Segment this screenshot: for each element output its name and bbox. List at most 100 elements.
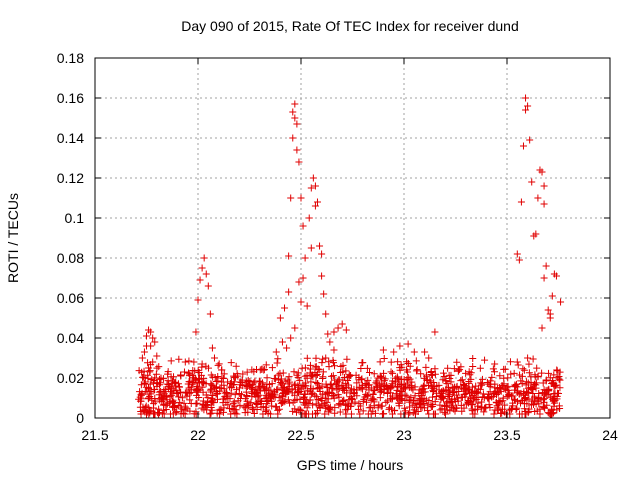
data-point bbox=[160, 392, 168, 400]
data-point bbox=[553, 366, 561, 374]
data-point bbox=[543, 391, 551, 399]
data-point bbox=[347, 371, 355, 379]
data-point bbox=[296, 395, 304, 403]
data-point bbox=[181, 358, 189, 366]
data-point bbox=[195, 394, 203, 402]
y-tick-label: 0.1 bbox=[65, 210, 85, 226]
data-point bbox=[245, 380, 253, 388]
data-point bbox=[517, 399, 524, 407]
data-point bbox=[137, 381, 145, 389]
data-point bbox=[552, 272, 560, 280]
data-point bbox=[251, 389, 259, 397]
data-point bbox=[278, 393, 286, 401]
data-point bbox=[214, 372, 222, 380]
data-point bbox=[393, 386, 401, 394]
data-point bbox=[490, 410, 498, 418]
data-point bbox=[527, 401, 535, 409]
data-point bbox=[447, 371, 455, 379]
data-point bbox=[453, 404, 461, 412]
data-point bbox=[140, 348, 148, 356]
data-point bbox=[177, 371, 185, 379]
data-point bbox=[538, 324, 546, 332]
data-point bbox=[312, 378, 320, 386]
data-point bbox=[422, 363, 430, 371]
data-point bbox=[394, 358, 402, 366]
data-point bbox=[160, 410, 168, 418]
data-point bbox=[169, 377, 177, 385]
data-point bbox=[157, 387, 165, 395]
data-point bbox=[176, 383, 184, 391]
data-point bbox=[361, 380, 369, 388]
data-point bbox=[465, 385, 473, 393]
data-point bbox=[155, 405, 163, 413]
data-point bbox=[510, 369, 518, 377]
data-point bbox=[303, 374, 311, 382]
data-point bbox=[397, 361, 405, 369]
data-point bbox=[376, 388, 384, 396]
data-point bbox=[457, 393, 465, 401]
data-point bbox=[243, 401, 251, 409]
data-point bbox=[208, 344, 216, 352]
data-point bbox=[516, 371, 524, 379]
data-point bbox=[224, 401, 232, 409]
data-point bbox=[186, 407, 194, 415]
data-point bbox=[453, 358, 461, 366]
data-point bbox=[412, 357, 420, 365]
x-axis-label: GPS time / hours bbox=[297, 457, 404, 473]
data-point bbox=[136, 393, 144, 401]
data-point bbox=[471, 406, 479, 414]
data-point bbox=[359, 407, 367, 415]
data-point bbox=[397, 381, 405, 389]
data-point bbox=[274, 355, 282, 363]
data-point bbox=[383, 385, 391, 393]
data-point bbox=[406, 375, 414, 383]
data-point bbox=[436, 406, 444, 414]
data-point bbox=[335, 393, 343, 401]
data-point bbox=[236, 401, 244, 409]
data-point bbox=[338, 320, 346, 328]
data-point bbox=[331, 409, 339, 417]
data-point bbox=[167, 385, 175, 393]
data-point bbox=[177, 410, 185, 418]
data-point bbox=[321, 394, 329, 402]
data-point bbox=[412, 367, 420, 375]
data-point bbox=[162, 405, 170, 413]
data-point bbox=[446, 387, 454, 395]
data-point bbox=[290, 368, 298, 376]
data-point bbox=[300, 394, 308, 402]
data-point bbox=[458, 407, 466, 415]
data-point bbox=[289, 407, 297, 415]
data-point bbox=[142, 402, 150, 410]
data-point bbox=[167, 373, 175, 381]
data-point bbox=[244, 400, 252, 408]
data-point bbox=[557, 298, 565, 306]
x-tick-label: 22 bbox=[190, 427, 206, 443]
data-point bbox=[220, 370, 228, 378]
data-point bbox=[263, 374, 271, 382]
data-point bbox=[491, 406, 499, 414]
data-point bbox=[195, 374, 203, 382]
data-point bbox=[512, 380, 520, 388]
data-point bbox=[446, 407, 454, 415]
data-point bbox=[329, 372, 337, 380]
data-point bbox=[451, 383, 459, 391]
data-point bbox=[493, 402, 501, 410]
data-point bbox=[544, 387, 552, 395]
data-point bbox=[330, 359, 338, 367]
data-point bbox=[286, 378, 294, 386]
data-point bbox=[476, 385, 484, 393]
data-point bbox=[476, 364, 484, 372]
data-point bbox=[250, 409, 258, 417]
data-point bbox=[524, 354, 532, 362]
data-point bbox=[135, 367, 143, 375]
data-point bbox=[344, 400, 352, 408]
data-point bbox=[241, 395, 249, 403]
data-point bbox=[181, 403, 189, 411]
data-point bbox=[501, 365, 509, 373]
data-point bbox=[536, 410, 544, 418]
data-point bbox=[172, 387, 180, 395]
data-point bbox=[477, 379, 485, 387]
data-point bbox=[294, 382, 302, 390]
data-point bbox=[139, 407, 147, 415]
